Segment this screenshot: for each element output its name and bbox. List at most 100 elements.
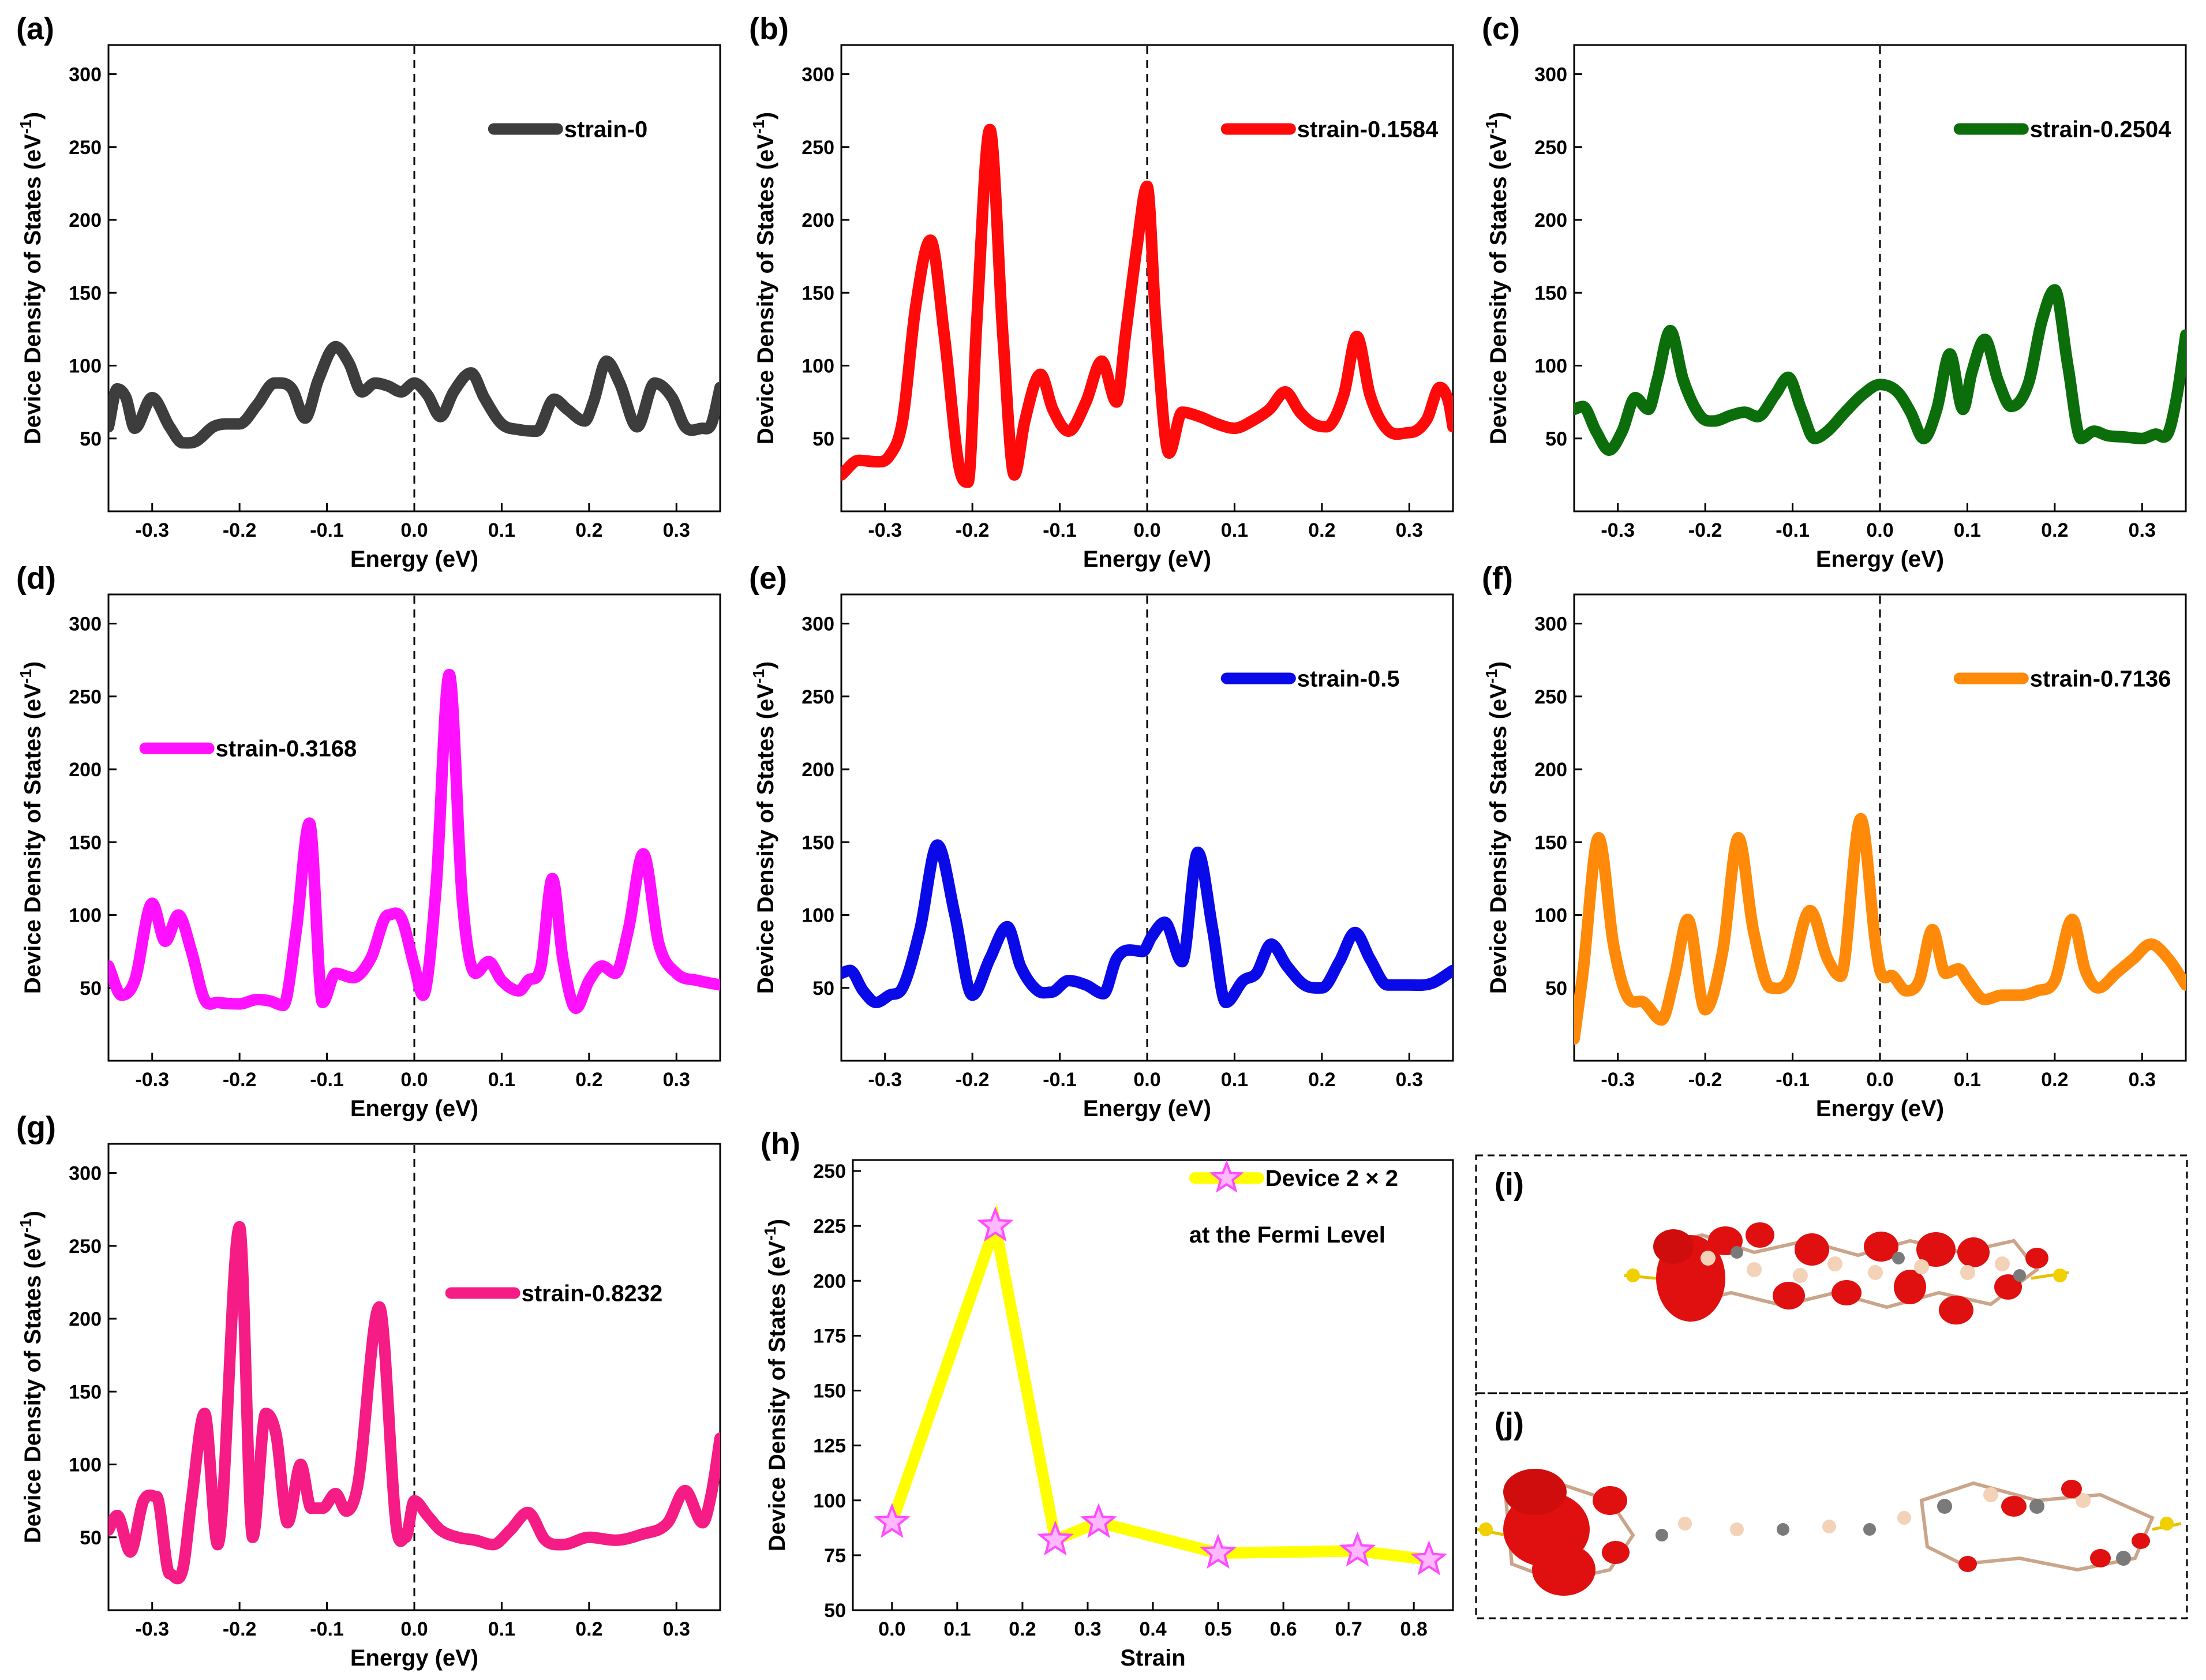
y-tick-label: 100 — [69, 356, 102, 377]
x-tick-label: 0.1 — [488, 1069, 515, 1091]
y-tick-label: 200 — [801, 209, 834, 231]
legend-sublabel: at the Fermi Level — [1189, 1222, 1385, 1248]
x-tick-label: 0.6 — [1269, 1618, 1297, 1640]
chart-0: (a) 50 100 150 200 250 300 -0.3 -0.2 -0.1 0.0 0.1 0.… — [16, 12, 721, 572]
chart-3: (d) 50 100 150 200 250 300 -0.3 -0.2 -0.1 0.0 0.1 0.… — [16, 561, 721, 1121]
y-tick-label: 300 — [801, 613, 834, 635]
y-tick-label: 50 — [824, 1600, 846, 1622]
panel-j-frame — [1475, 1392, 2188, 1619]
panel-label: (d) — [16, 561, 56, 596]
y-axis-title: Device Density of States (eV-1) — [750, 661, 778, 994]
data-point-star — [1037, 1520, 1074, 1556]
x-tick-label: -0.2 — [223, 1618, 257, 1640]
y-tick-label: 150 — [801, 832, 834, 854]
legend-star — [1209, 1159, 1244, 1193]
x-tick-label: -0.2 — [1688, 519, 1722, 541]
y-tick-label: 100 — [69, 905, 102, 927]
x-tick-label: -0.2 — [956, 1069, 990, 1091]
x-axis-title: Energy (eV) — [1816, 547, 1944, 572]
x-tick-label: 0.3 — [663, 1069, 690, 1091]
y-tick-label: 150 — [1534, 282, 1567, 304]
y-tick-label: 100 — [69, 1454, 102, 1476]
x-tick-label: 0.3 — [2129, 1069, 2156, 1091]
y-tick-label: 100 — [813, 1490, 846, 1512]
y-tick-label: 200 — [801, 759, 834, 781]
legend-label: strain-0.3168 — [216, 736, 357, 762]
y-tick-label: 250 — [69, 686, 102, 708]
y-tick-label: 250 — [801, 686, 834, 708]
x-tick-label: 0.2 — [1308, 1069, 1335, 1091]
y-tick-label: 300 — [69, 64, 102, 86]
x-axis-title: Energy (eV) — [1816, 1096, 1944, 1121]
panel-i-frame — [1475, 1154, 2188, 1394]
x-tick-label: 0.0 — [1866, 519, 1893, 541]
data-point-star — [873, 1503, 911, 1539]
y-tick-label: 175 — [813, 1325, 846, 1347]
chart-2: (c) 50 100 150 200 250 300 -0.3 -0.2 -0.1 0.0 0.1 0.… — [1482, 12, 2187, 572]
x-tick-label: -0.3 — [868, 1069, 902, 1091]
y-tick-label: 50 — [80, 1527, 102, 1549]
y-tick-label: 300 — [69, 1163, 102, 1185]
series-line — [108, 341, 720, 449]
x-tick-label: 0.2 — [2041, 519, 2068, 541]
chart-1: (b) 50 100 150 200 250 300 -0.3 -0.2 -0.1 0.0 0.1 0.… — [749, 12, 1454, 572]
legend-label: strain-0.2504 — [2030, 117, 2171, 142]
x-tick-label: -0.3 — [868, 519, 902, 541]
x-tick-label: -0.1 — [1776, 519, 1810, 541]
y-tick-label: 150 — [1534, 832, 1567, 854]
y-axis-title: Device Density of States (eV-1) — [1482, 661, 1511, 994]
x-tick-label: 0.0 — [400, 1069, 428, 1091]
series-line — [108, 1221, 720, 1585]
x-tick-label: 0.2 — [575, 1618, 602, 1640]
x-tick-label: 0.0 — [1133, 1069, 1160, 1091]
x-tick-label: 0.3 — [1074, 1618, 1101, 1640]
legend-label: strain-0.1584 — [1297, 117, 1439, 142]
charts-layer: (a) 50 100 150 200 250 300 -0.3 -0.2 -0.1 0.0 0.1 0.… — [16, 12, 2187, 1671]
x-tick-label: -0.2 — [956, 519, 990, 541]
data-point-star — [1410, 1540, 1448, 1576]
series-line — [841, 124, 1453, 488]
y-axis-title: Device Density of States (eV-1) — [750, 112, 778, 444]
legend-label: strain-0.7136 — [2030, 666, 2171, 691]
legend-label: strain-0.8232 — [522, 1281, 663, 1307]
x-axis-title: Energy (eV) — [350, 1645, 478, 1671]
y-tick-label: 50 — [80, 978, 102, 1000]
x-tick-label: -0.3 — [135, 519, 169, 541]
y-tick-label: 100 — [1534, 356, 1567, 377]
legend-label: strain-0 — [564, 117, 648, 142]
x-tick-label: 0.3 — [663, 519, 690, 541]
chart-4: (e) 50 100 150 200 250 300 -0.3 -0.2 -0.1 0.0 0.1 0.… — [749, 561, 1454, 1121]
x-tick-label: 0.3 — [1396, 1069, 1423, 1091]
y-tick-label: 150 — [69, 832, 102, 854]
x-tick-label: 0.1 — [1954, 519, 1981, 541]
x-tick-label: 0.1 — [1221, 519, 1248, 541]
molecule-i — [1624, 1222, 2069, 1324]
y-tick-label: 125 — [813, 1435, 846, 1457]
panel-label: (c) — [1482, 12, 1520, 46]
y-tick-label: 50 — [1545, 428, 1567, 450]
x-tick-label: -0.1 — [310, 1618, 344, 1640]
panel-label: (f) — [1482, 561, 1513, 596]
x-tick-label: -0.1 — [310, 519, 344, 541]
x-axis-title: Energy (eV) — [1083, 1096, 1211, 1121]
series-line — [1574, 284, 2186, 456]
x-tick-label: 0.0 — [1866, 1069, 1893, 1091]
data-point-star — [1339, 1531, 1376, 1567]
y-tick-label: 75 — [824, 1545, 846, 1567]
series-line — [841, 839, 1453, 1008]
panel-label: (h) — [761, 1127, 800, 1161]
y-axis-title: Device Density of States (eV-1) — [761, 1219, 790, 1551]
y-tick-label: 250 — [813, 1161, 846, 1183]
series-line — [108, 668, 720, 1015]
chart-6: (g) 50 100 150 200 250 300 -0.3 -0.2 -0.1 0.0 0.1 0.… — [16, 1110, 721, 1671]
y-axis-title: Device Density of States (eV-1) — [17, 112, 46, 444]
x-axis-title: Energy (eV) — [350, 547, 478, 572]
panel-label-i: (i) — [1495, 1167, 1524, 1202]
x-tick-label: 0.0 — [878, 1618, 905, 1640]
y-tick-label: 50 — [812, 428, 834, 450]
x-tick-label: 0.2 — [1009, 1618, 1036, 1640]
y-tick-label: 225 — [813, 1215, 846, 1237]
x-axis-title: Strain — [1120, 1645, 1185, 1671]
x-tick-label: 0.4 — [1139, 1618, 1166, 1640]
